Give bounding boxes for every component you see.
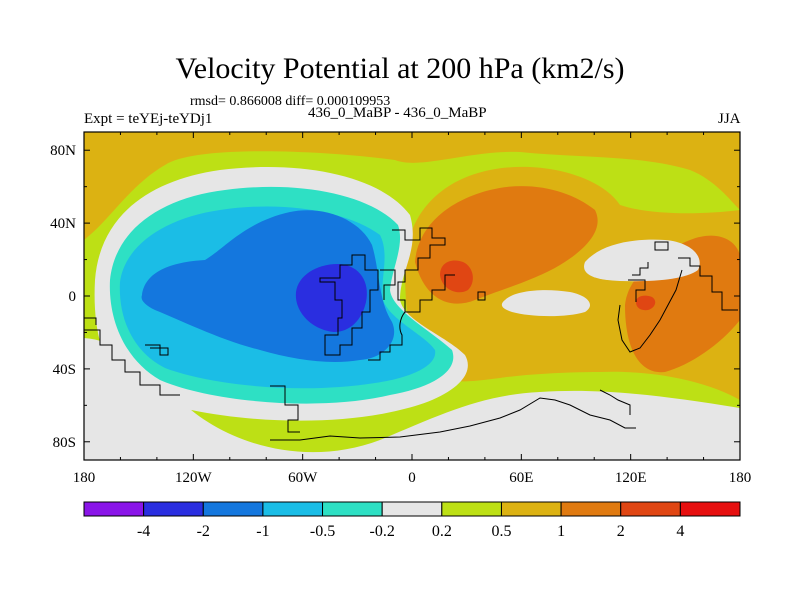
colorbar-label: -2: [197, 523, 210, 540]
x-tick-label: 0: [408, 470, 416, 486]
field-darkblue: [295, 263, 367, 332]
field-gray-southern: [84, 338, 740, 460]
colorbar-swatch: [441, 501, 502, 517]
axis-ticks: [83, 132, 741, 460]
x-tick-label: 120W: [175, 470, 213, 486]
y-axis-labels: 80N 40N 0 40S 80S: [50, 143, 76, 451]
colorbar-swatch: [381, 501, 443, 517]
x-tick-label: 60W: [288, 470, 318, 486]
colorbar-swatch: [83, 501, 145, 517]
x-tick-label: 60E: [509, 470, 533, 486]
colorbar-swatch: [262, 501, 324, 517]
colorbar-swatch: [679, 501, 741, 517]
y-tick-label: 40S: [53, 362, 76, 378]
colorbar-label: 0.2: [432, 523, 452, 540]
colorbar-label: -0.2: [370, 523, 395, 540]
colorbar-label: 1: [557, 523, 565, 540]
y-tick-label: 80S: [53, 435, 76, 451]
colorbar: -4 -2 -1 -0.5 -0.2 0.2 0.5 1 2 4: [83, 501, 741, 540]
chart-title: Velocity Potential at 200 hPa (km2/s): [175, 52, 625, 85]
y-tick-label: 40N: [50, 216, 76, 232]
colorbar-swatch: [322, 501, 383, 517]
experiment-label: Expt = teYEj-teYDj1: [84, 111, 213, 127]
y-tick-label: 0: [69, 289, 77, 305]
field-gray-pacific-north: [584, 239, 700, 282]
x-tick-label: 120E: [615, 470, 647, 486]
colorbar-label: -1: [256, 523, 269, 540]
colorbar-swatch: [560, 501, 622, 517]
coastlines: [84, 227, 738, 441]
x-tick-label: 180: [73, 470, 96, 486]
rmsd-diff-stats: rmsd= 0.866008 diff= 0.000109953: [190, 94, 391, 109]
colorbar-swatch: [143, 501, 204, 517]
field-red-africa: [440, 260, 473, 293]
colorbar-swatch: [500, 501, 562, 517]
case-pair-label: 436_0_MaBP - 436_0_MaBP: [308, 105, 487, 121]
y-tick-label: 80N: [50, 143, 76, 159]
colorbar-label: -0.5: [310, 523, 335, 540]
field-red-pacific: [636, 295, 656, 311]
colorbar-label: 4: [676, 523, 684, 540]
colorbar-label: 2: [617, 523, 625, 540]
field-orange-north: [84, 132, 740, 240]
season-label: JJA: [718, 111, 741, 127]
colorbar-label: -4: [137, 523, 150, 540]
x-tick-label: 180: [729, 470, 752, 486]
colorbar-swatch: [620, 501, 681, 517]
colorbar-swatch: [202, 501, 264, 517]
colorbar-label: 0.5: [491, 523, 511, 540]
field-gray-equator: [501, 290, 590, 317]
x-axis-labels: 180 120W 60W 0 60E 120E 180: [73, 470, 752, 486]
